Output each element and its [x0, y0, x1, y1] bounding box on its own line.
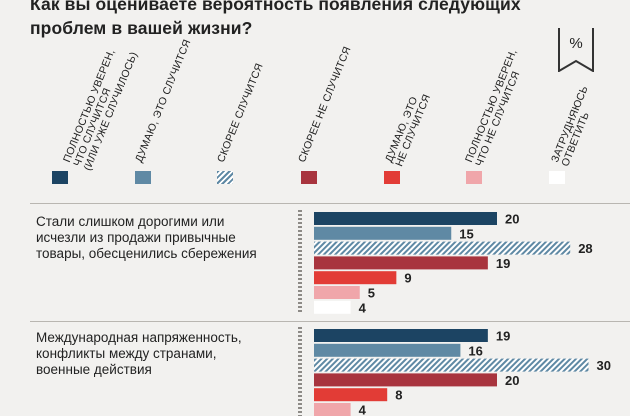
- bar-definitely-yes-q2: [314, 329, 488, 342]
- bar-value-label: 15: [459, 226, 473, 241]
- bar-rather-yes-q1: [314, 241, 571, 255]
- percent-badge-label: %: [569, 35, 582, 52]
- bar-definitely-no-q2: [314, 403, 351, 416]
- bar-value-label: 20: [505, 212, 519, 227]
- legend-swatch-definitely-yes: [52, 171, 68, 184]
- bar-value-label: 5: [368, 286, 375, 301]
- legend-swatch-think-yes: [135, 171, 151, 184]
- legend-swatch-rather-yes: [217, 171, 233, 184]
- bar-think-no-q2: [314, 388, 388, 402]
- bar-value-label: 30: [597, 358, 611, 373]
- bar-value-label: 19: [496, 329, 510, 344]
- bar-value-label: 28: [578, 241, 592, 256]
- bar-value-label: 4: [359, 300, 367, 315]
- bar-think-no-q1: [314, 271, 397, 285]
- bar-value-label: 19: [496, 256, 510, 271]
- legend-swatch-definitely-no: [466, 171, 482, 184]
- legend-swatch-hard-to-say: [549, 171, 565, 184]
- axis-dotted-line: [298, 210, 302, 314]
- bar-value-label: 8: [395, 388, 402, 403]
- bar-think-yes-q2: [314, 343, 461, 357]
- section-divider: [30, 203, 630, 204]
- bar-definitely-no-q1: [314, 286, 360, 299]
- legend-swatch-think-no: [384, 171, 400, 184]
- legend-swatch-rather-no: [301, 171, 317, 184]
- bar-value-label: 4: [359, 403, 367, 416]
- chart-title: Как вы оцениваете вероятность появления …: [30, 0, 521, 38]
- bar-value-label: 9: [404, 271, 411, 286]
- question-label-conflicts: Международная напряженность, конфликты м…: [36, 330, 242, 377]
- bar-definitely-yes-q1: [314, 212, 497, 225]
- bar-rather-no-q2: [314, 373, 497, 387]
- bar-rather-yes-q2: [314, 358, 589, 372]
- bar-value-label: 16: [468, 343, 482, 358]
- section-divider: [30, 321, 630, 322]
- bar-rather-no-q1: [314, 256, 488, 270]
- axis-dotted-line: [298, 327, 302, 416]
- percent-badge-icon: %: [558, 28, 594, 72]
- bar-think-yes-q1: [314, 226, 452, 240]
- bar-hard-to-say-q1: [314, 300, 351, 314]
- question-label-prices: Стали слишком дорогими или исчезли из пр…: [36, 214, 257, 261]
- bar-value-label: 20: [505, 373, 519, 388]
